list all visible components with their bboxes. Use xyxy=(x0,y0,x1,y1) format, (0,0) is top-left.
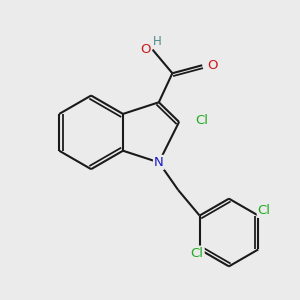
Text: Cl: Cl xyxy=(258,204,271,217)
Text: Cl: Cl xyxy=(191,247,204,260)
Text: Cl: Cl xyxy=(195,114,208,127)
Text: N: N xyxy=(154,156,164,169)
Text: O: O xyxy=(140,43,151,56)
Text: O: O xyxy=(208,59,218,72)
Text: H: H xyxy=(152,35,161,48)
